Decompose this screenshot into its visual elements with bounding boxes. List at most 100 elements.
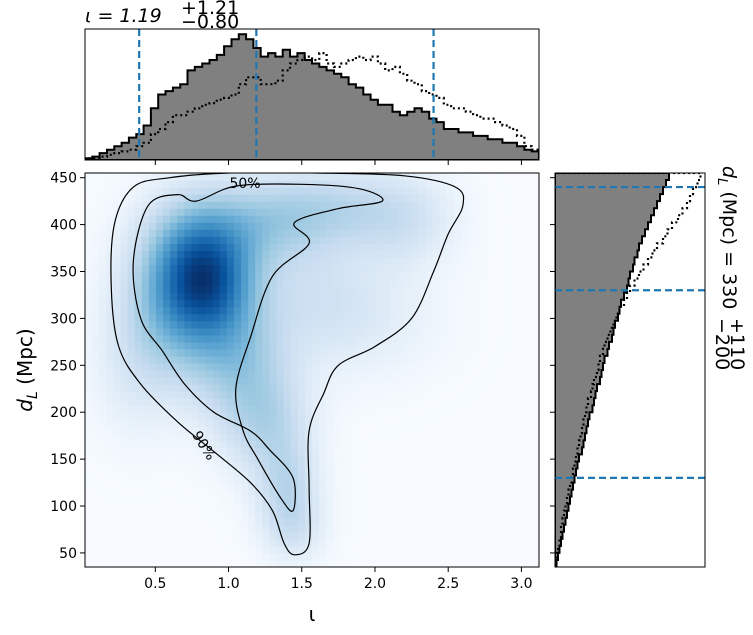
heatmap-cell xyxy=(475,341,483,350)
heatmap-cell xyxy=(517,517,526,526)
heatmap-cell xyxy=(340,538,349,547)
heatmap-cell xyxy=(524,341,533,350)
heatmap-cell xyxy=(85,552,93,561)
heatmap-cell xyxy=(141,285,150,294)
heatmap-cell xyxy=(127,440,136,448)
heatmap-cell xyxy=(297,440,306,448)
heatmap-cell xyxy=(155,264,164,273)
heatmap-cell xyxy=(489,482,498,491)
heatmap-cell xyxy=(333,285,341,294)
heatmap-cell xyxy=(446,173,455,181)
heatmap-cell xyxy=(212,257,221,266)
heatmap-cell xyxy=(418,370,427,378)
heatmap-cell xyxy=(517,334,526,343)
heatmap-cell xyxy=(319,496,327,505)
heatmap-cell xyxy=(134,250,143,259)
heatmap-cell xyxy=(297,419,306,427)
heatmap-cell xyxy=(446,348,455,357)
heatmap-cell xyxy=(184,559,192,567)
heatmap-cell xyxy=(524,419,533,427)
heatmap-cell xyxy=(212,510,221,519)
heatmap-cell xyxy=(127,285,136,294)
heatmap-cell xyxy=(503,496,512,505)
heatmap-cell xyxy=(411,468,419,477)
heatmap-cell xyxy=(148,510,157,519)
heatmap-cell xyxy=(361,173,370,181)
heatmap-cell xyxy=(390,180,398,188)
heatmap-cell xyxy=(106,264,114,273)
heatmap-cell xyxy=(397,370,405,378)
heatmap-cell xyxy=(425,482,434,491)
heatmap-cell xyxy=(453,433,462,441)
heatmap-cell xyxy=(283,334,292,343)
heatmap-cell xyxy=(411,440,419,448)
heatmap-cell xyxy=(446,327,455,336)
heatmap-cell xyxy=(375,215,384,223)
heatmap-cell xyxy=(425,222,434,230)
heatmap-cell xyxy=(333,405,341,413)
heatmap-cell xyxy=(482,236,490,244)
heatmap-cell xyxy=(120,538,129,547)
heatmap-cell xyxy=(468,334,476,343)
heatmap-cell xyxy=(191,299,200,308)
heatmap-cell xyxy=(241,229,249,237)
heatmap-cell xyxy=(134,187,143,195)
heatmap-cell xyxy=(361,552,370,561)
heatmap-cell xyxy=(106,370,114,378)
heatmap-cell xyxy=(219,278,228,287)
heatmap-cell xyxy=(333,222,341,230)
heatmap-cell xyxy=(439,362,448,371)
heatmap-cell xyxy=(113,447,122,456)
heatmap-cell xyxy=(163,348,171,357)
heatmap-cell xyxy=(191,391,200,399)
heatmap-cell xyxy=(276,538,285,547)
heatmap-cell xyxy=(113,194,122,202)
heatmap-cell xyxy=(219,454,228,463)
heatmap-cell xyxy=(226,306,235,315)
heatmap-cell xyxy=(262,313,271,322)
heatmap-cell xyxy=(233,257,242,266)
heatmap-cell xyxy=(85,299,93,308)
heatmap-cell xyxy=(92,313,100,322)
heatmap-cell xyxy=(106,412,114,420)
heatmap-cell xyxy=(198,489,207,498)
heatmap-cell xyxy=(226,377,235,385)
heatmap-cell xyxy=(184,447,192,456)
heatmap-cell xyxy=(312,391,320,399)
heatmap-cell xyxy=(99,454,107,463)
heatmap-cell xyxy=(85,327,93,336)
heatmap-cell xyxy=(205,229,214,237)
heatmap-cell xyxy=(468,327,476,336)
heatmap-cell xyxy=(460,292,469,301)
heatmap-cell xyxy=(333,194,341,202)
heatmap-cell xyxy=(184,236,192,244)
heatmap-cell xyxy=(432,362,441,371)
heatmap-cell xyxy=(503,517,512,526)
heatmap-cell xyxy=(205,489,214,498)
heatmap-cell xyxy=(531,440,539,448)
heatmap-cell xyxy=(212,201,221,209)
heatmap-cell xyxy=(205,433,214,441)
heatmap-cell xyxy=(134,391,143,399)
heatmap-cell xyxy=(226,559,235,567)
heatmap-cell xyxy=(418,341,427,350)
heatmap-cell xyxy=(177,187,185,195)
heatmap-cell xyxy=(269,229,278,237)
heatmap-cell xyxy=(191,194,200,202)
heatmap-cell xyxy=(219,327,228,336)
heatmap-cell xyxy=(312,468,320,477)
heatmap-cell xyxy=(177,489,185,498)
heatmap-cell xyxy=(425,271,434,280)
heatmap-cell xyxy=(333,236,341,244)
heatmap-cell xyxy=(290,250,299,259)
heatmap-cell xyxy=(297,292,306,301)
heatmap-cell xyxy=(453,391,462,399)
heatmap-cell xyxy=(85,377,93,385)
heatmap-cell xyxy=(191,215,200,223)
heatmap-cell xyxy=(453,306,462,315)
heatmap-cell xyxy=(304,552,313,561)
heatmap-cell xyxy=(283,355,292,364)
heatmap-cell xyxy=(262,201,271,209)
heatmap-cell xyxy=(333,426,341,434)
